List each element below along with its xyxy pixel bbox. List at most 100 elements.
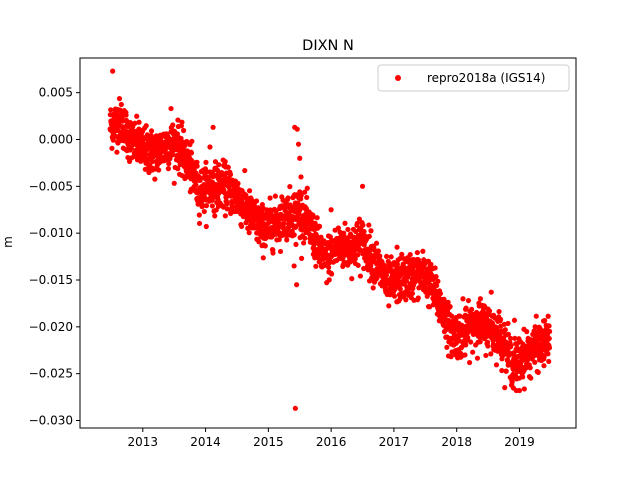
data-point [434,282,440,289]
data-point [189,138,195,144]
data-point [545,313,551,319]
data-point [366,222,372,228]
data-point [542,318,548,324]
data-point [134,113,140,119]
data-points [107,96,553,392]
data-point [397,255,403,262]
outlier-point [511,317,518,323]
data-point [203,223,209,230]
data-point [547,328,553,335]
data-point [179,119,185,125]
data-point [116,96,123,102]
data-point [470,349,476,355]
data-point [219,169,225,176]
data-point [239,223,245,229]
data-point [178,135,184,142]
data-point [326,277,332,283]
data-point [209,203,215,209]
outlier-point [291,263,297,269]
data-point [432,265,438,271]
data-point [224,206,230,212]
y-tick-label: −0.020 [29,320,73,334]
data-point [435,278,441,284]
data-point [546,323,552,329]
data-point [175,166,181,172]
data-point [391,293,398,299]
data-point [509,379,515,385]
data-point [415,295,421,301]
data-point [114,149,120,155]
x-tick-label: 2019 [504,435,535,449]
data-point [420,248,426,254]
data-point [388,254,394,260]
data-point [394,261,400,267]
data-point [256,239,262,245]
data-point [474,355,481,361]
x-tick-label: 2014 [190,435,221,449]
data-point [533,313,539,319]
data-point [477,339,483,345]
data-point [341,230,347,236]
data-point [383,272,389,278]
x-tick-label: 2017 [379,435,410,449]
data-point [272,193,278,199]
data-point [227,171,234,178]
data-point [361,265,367,272]
data-point [175,117,181,123]
data-point [225,164,231,170]
y-axis-ticks: 0.005 0.000 −0.005 −0.010 −0.015 −0.020 −0.025… [29,86,80,428]
data-point [355,262,361,268]
data-point [132,120,138,126]
data-point [465,297,472,304]
data-point [276,236,282,243]
data-point [302,189,308,195]
data-point [468,306,475,313]
data-point [368,228,374,234]
data-point [222,159,228,165]
data-point [433,273,439,280]
y-tick-label: −0.025 [29,367,73,381]
data-point [370,285,376,291]
data-point [524,357,531,363]
data-point [304,194,310,201]
data-point [314,215,320,221]
data-point [463,305,469,311]
data-point [165,166,171,172]
data-point [340,255,346,261]
data-point [304,185,310,191]
data-point [243,192,249,198]
data-point [361,228,367,235]
data-point [203,203,210,209]
data-point [499,367,505,374]
data-point [505,331,512,337]
outlier-point [294,282,300,288]
y-tick-label: −0.010 [29,226,73,240]
data-point [262,235,269,242]
data-point [171,180,177,186]
data-point [123,112,129,118]
data-point [449,313,455,319]
legend: repro2018a (IGS14) [377,64,570,92]
y-tick-label: −0.030 [29,414,73,428]
data-point [386,303,392,309]
data-point [488,351,494,357]
data-point [483,352,489,359]
data-point [496,308,502,315]
y-tick-label: −0.005 [29,179,73,193]
data-point [502,385,508,391]
data-point [194,159,200,165]
outlier-point [460,296,466,302]
data-point [166,161,172,167]
data-point [216,162,222,168]
data-point [373,240,380,246]
data-point [484,339,491,345]
data-point [375,248,381,254]
data-point [352,256,358,262]
data-point [262,243,268,249]
data-point [403,297,409,303]
data-point [253,198,260,204]
data-point [524,329,530,335]
outlier-points [110,68,523,411]
data-point [355,252,361,258]
data-point [193,182,199,188]
